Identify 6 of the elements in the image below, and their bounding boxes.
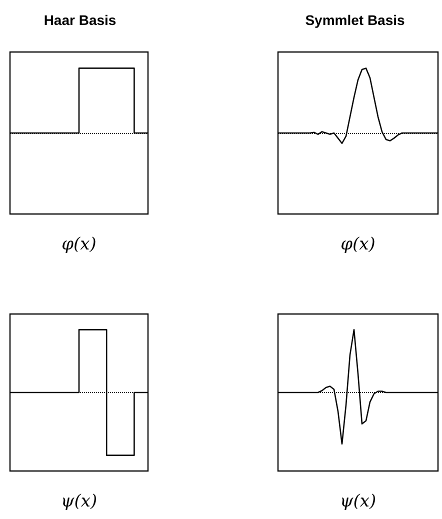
x-axis-title: ψ(x) [340,492,376,512]
x-axis-title: ψ(x) [60,492,98,512]
x-axis-title: φ(x) [340,234,376,254]
chart-title: Symmlet Basis [305,12,406,28]
x-axis-title: φ(x) [62,234,96,254]
chart-title: Haar Basis [44,12,116,28]
